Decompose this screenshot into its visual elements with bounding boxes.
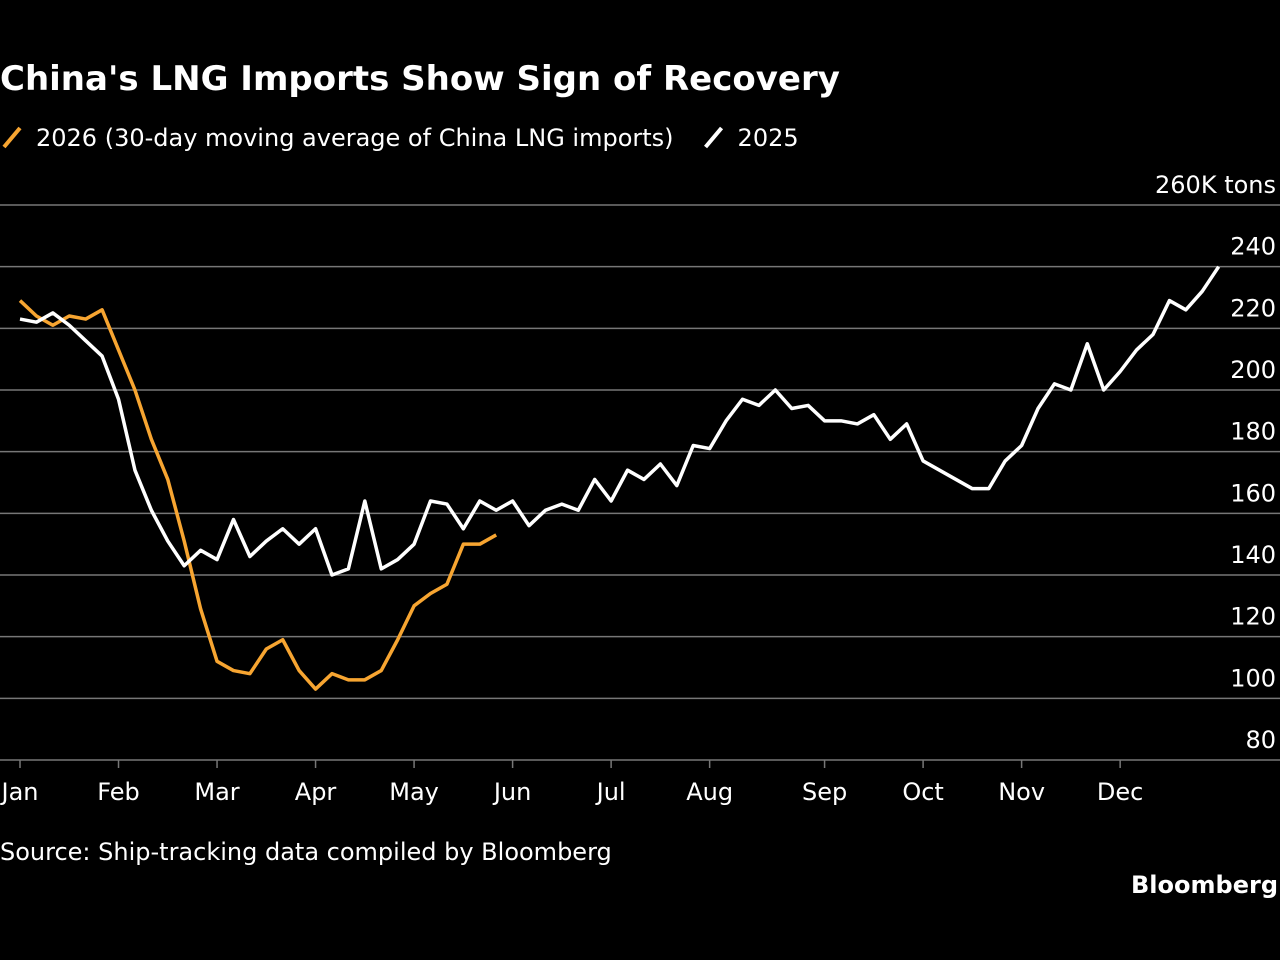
y-tick-label: 220 bbox=[1230, 294, 1276, 322]
x-tick-label: Mar bbox=[194, 778, 239, 806]
x-tick-label: Sep bbox=[802, 778, 847, 806]
x-tick-label: Dec bbox=[1097, 778, 1143, 806]
y-tick-label: 100 bbox=[1230, 664, 1276, 692]
x-tick-label: Aug bbox=[686, 778, 733, 806]
chart-title: China's LNG Imports Show Sign of Recover… bbox=[0, 59, 840, 99]
brand: Bloomberg bbox=[1131, 871, 1278, 899]
legend-marker bbox=[704, 126, 724, 149]
x-tick-label: Jul bbox=[595, 778, 626, 806]
x-tick-label: Jan bbox=[0, 778, 39, 806]
x-tick-label: Nov bbox=[998, 778, 1045, 806]
y-tick-label: 180 bbox=[1230, 418, 1276, 446]
x-tick-label: Oct bbox=[902, 778, 944, 806]
y-tick-label: 120 bbox=[1230, 603, 1276, 631]
y-tick-label: 160 bbox=[1230, 479, 1276, 507]
y-tick-label: 80 bbox=[1245, 726, 1276, 754]
x-tick-label: Feb bbox=[97, 778, 140, 806]
legend-label: 2025 bbox=[738, 124, 799, 152]
y-tick-label: 140 bbox=[1230, 541, 1276, 569]
x-tick-label: May bbox=[389, 778, 439, 806]
y-tick-label: 260K tons bbox=[1155, 171, 1276, 199]
legend-label: 2026 (30-day moving average of China LNG… bbox=[36, 124, 674, 152]
series-line bbox=[18, 299, 498, 691]
x-tick-label: Jun bbox=[492, 778, 532, 806]
series-line bbox=[19, 265, 1221, 577]
legend-marker bbox=[2, 126, 22, 149]
source: Source: Ship-tracking data compiled by B… bbox=[0, 838, 612, 866]
y-tick-label: 240 bbox=[1230, 233, 1276, 261]
x-tick-label: Apr bbox=[295, 778, 337, 806]
y-tick-label: 200 bbox=[1230, 356, 1276, 384]
